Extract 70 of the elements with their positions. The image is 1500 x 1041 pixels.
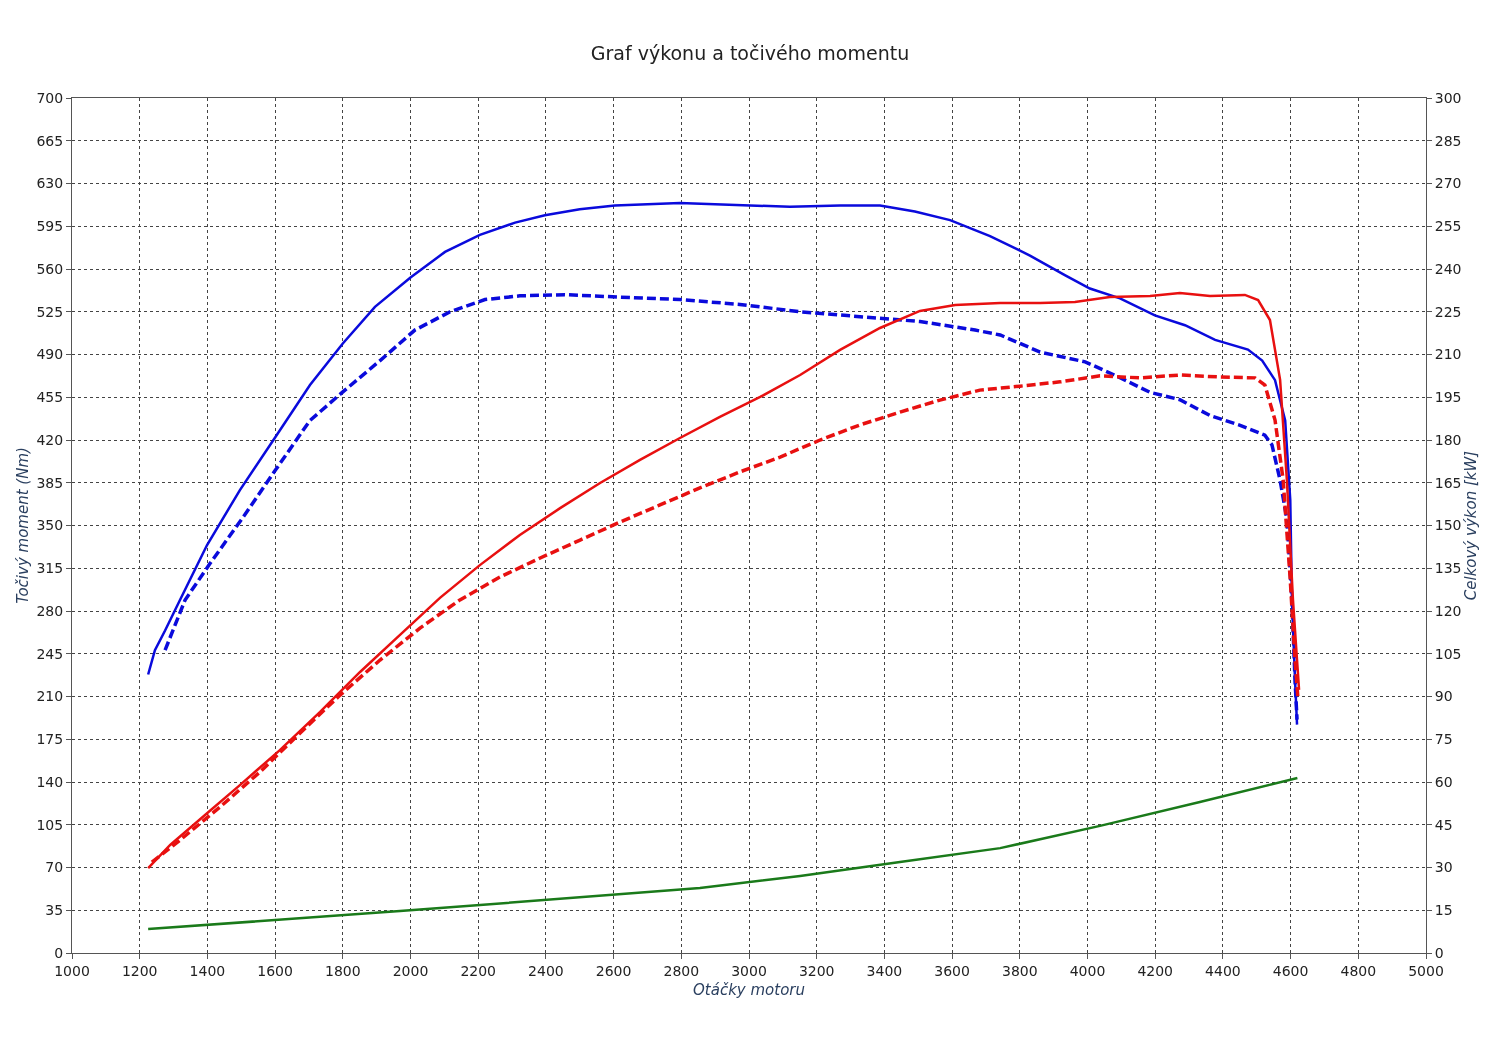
x-tick-label: 3800 — [1001, 962, 1038, 979]
x-tick-label: 3200 — [798, 962, 835, 979]
x-tick-label: 2800 — [663, 962, 700, 979]
y2-tick-label: 195 — [1434, 389, 1462, 406]
x-tick-label: 2400 — [528, 962, 564, 979]
y-tick-label: 630 — [36, 175, 64, 192]
x-tick-label: 2200 — [460, 962, 497, 979]
y-tick-label: 210 — [36, 688, 64, 705]
x-tick-label: 1400 — [189, 962, 226, 979]
y-tick-label: 560 — [36, 260, 64, 277]
y-tick-label: 0 — [54, 944, 64, 961]
y2-tick-label: 300 — [1434, 89, 1462, 106]
y2-tick-label: 90 — [1434, 688, 1453, 705]
x-tick-label: 2600 — [595, 962, 632, 979]
y-tick-label: 105 — [36, 816, 64, 833]
y-tick-label: 70 — [45, 859, 64, 876]
y2-tick-label: 285 — [1434, 132, 1462, 149]
y2-tick-label: 165 — [1434, 474, 1462, 491]
y-tick-label: 140 — [36, 773, 64, 790]
y2-tick-label: 150 — [1434, 517, 1462, 534]
x-tick-label: 1200 — [121, 962, 158, 979]
y-tick-label: 490 — [36, 346, 64, 363]
y-tick-label: 245 — [36, 645, 64, 662]
y2-tick-label: 135 — [1434, 560, 1462, 577]
x-tick-label: 3000 — [731, 962, 767, 979]
y2-tick-label: 180 — [1434, 431, 1462, 448]
x-tick-label: 3400 — [866, 962, 903, 979]
y-tick-label: 385 — [36, 474, 64, 491]
y-tick-label: 350 — [36, 517, 64, 534]
x-tick-label: 4600 — [1272, 962, 1309, 979]
y-tick-label: 315 — [36, 560, 64, 577]
y2-tick-label: 105 — [1434, 645, 1462, 662]
x-tick-label: 1000 — [54, 962, 90, 979]
y2-tick-label: 30 — [1434, 859, 1453, 876]
y2-tick-label: 15 — [1434, 902, 1453, 919]
x-tick-label: 5000 — [1408, 962, 1444, 979]
y-tick-label: 280 — [36, 602, 64, 619]
y2-tick-label: 45 — [1434, 816, 1453, 833]
y2-tick-label: 75 — [1434, 731, 1453, 748]
y2-tick-label: 270 — [1434, 175, 1462, 192]
y2-tick-label: 120 — [1434, 602, 1462, 619]
y-tick-label: 420 — [36, 431, 64, 448]
x-tick-label: 4000 — [1069, 962, 1106, 979]
y-tick-label: 700 — [36, 89, 64, 106]
y-tick-label: 175 — [36, 731, 64, 748]
y-tick-label: 35 — [45, 902, 64, 919]
y2-tick-label: 225 — [1434, 303, 1462, 320]
x-tick-label: 4400 — [1205, 962, 1241, 979]
y2-tick-label: 255 — [1434, 218, 1462, 235]
y-axis-title: Točivý moment (Nm) — [13, 447, 32, 604]
x-tick-label: 2000 — [392, 962, 429, 979]
line-series — [146, 776, 1299, 931]
y2-tick-label: 0 — [1434, 944, 1444, 961]
line-series — [146, 201, 1299, 726]
x-tick-label: 1800 — [324, 962, 361, 979]
y2-tick-label: 210 — [1434, 346, 1462, 363]
x-tick-label: 1600 — [257, 962, 293, 979]
x-tick-label: 4200 — [1137, 962, 1174, 979]
chart-title: Graf výkonu a točivého momentu — [590, 42, 910, 65]
y2-tick-label: 60 — [1434, 773, 1453, 790]
y2-tick-label: 240 — [1434, 260, 1462, 277]
y-tick-label: 665 — [36, 132, 64, 149]
x-tick-label: 3600 — [934, 962, 970, 979]
y2-axis-title: Celkový výkon [kW] — [1461, 450, 1480, 601]
y-tick-label: 595 — [36, 218, 64, 235]
y-tick-label: 525 — [36, 303, 64, 320]
y-tick-label: 455 — [36, 389, 64, 406]
x-axis-title: Otáčky motoru — [693, 980, 805, 999]
line-series — [146, 291, 1301, 870]
x-tick-label: 4800 — [1340, 962, 1377, 979]
